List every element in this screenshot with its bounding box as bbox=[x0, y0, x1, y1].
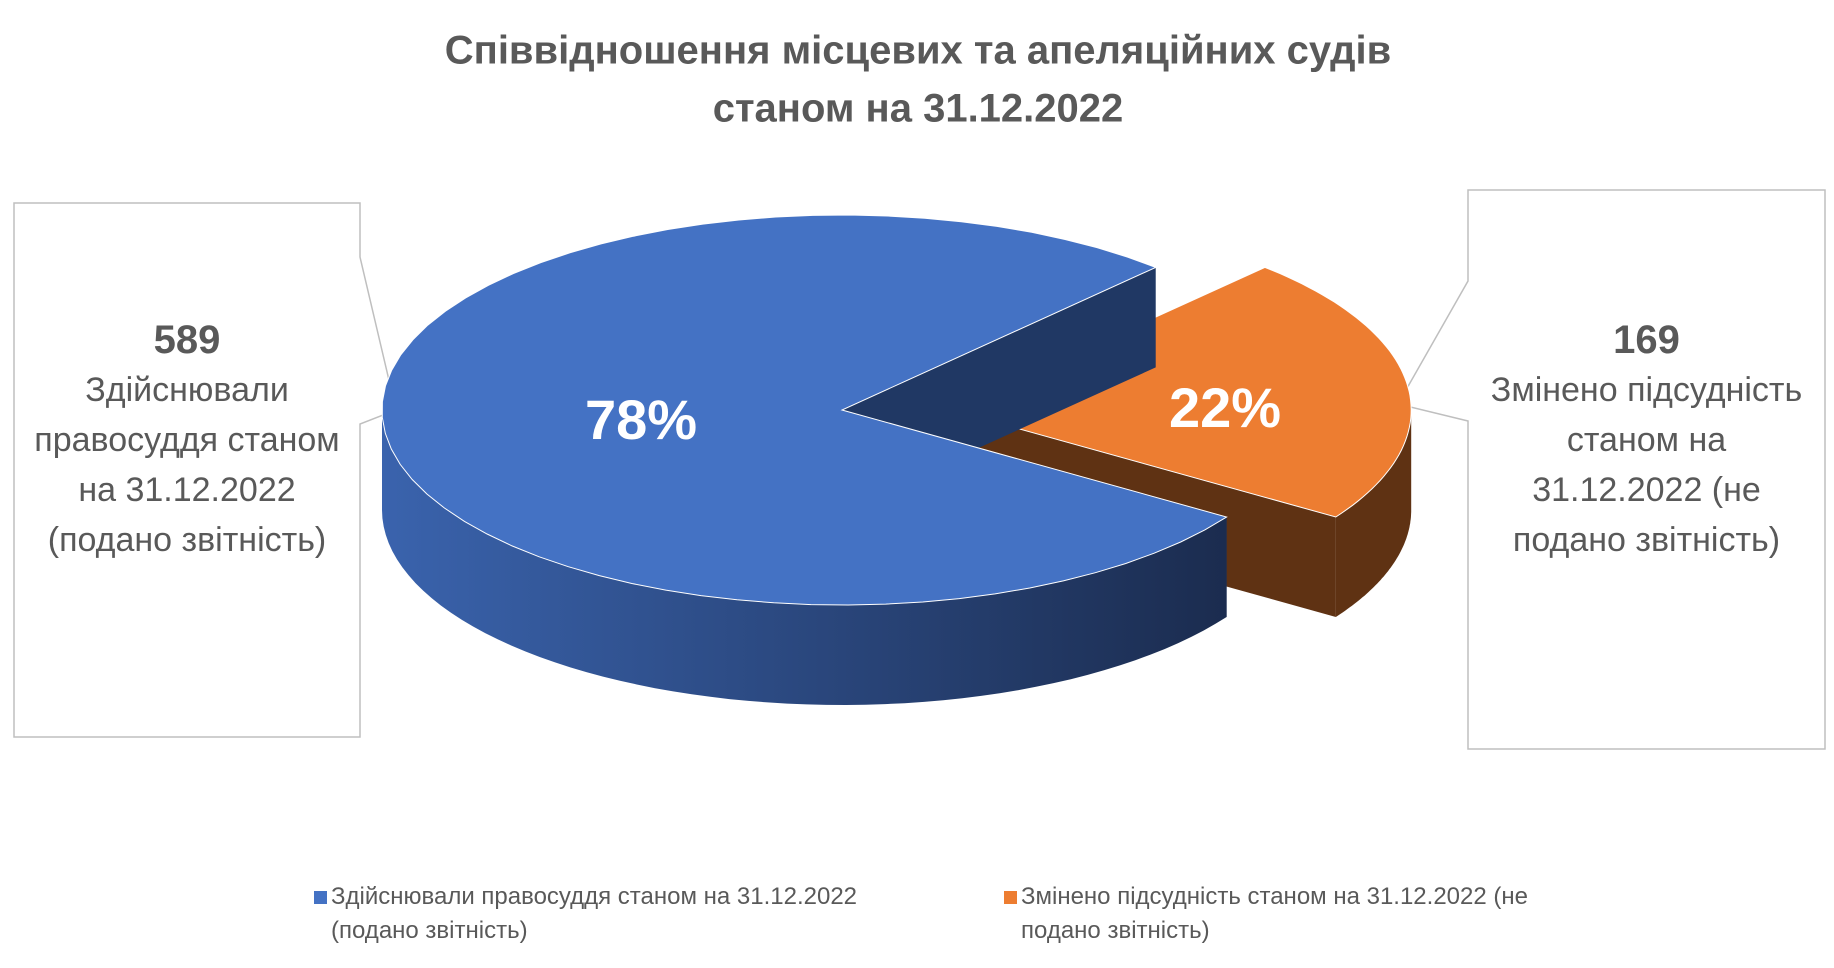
callout-label: Змінено підсудність станом на 31.12.2022… bbox=[1490, 371, 1803, 559]
legend-swatch bbox=[314, 891, 327, 904]
callout: 169 Змінено підсудність станом на 31.12.… bbox=[1478, 315, 1815, 565]
chart-title: станом на 31.12.2022 bbox=[713, 87, 1124, 131]
callout-value: 169 bbox=[1613, 318, 1680, 362]
data-label: 78% bbox=[585, 388, 697, 451]
callout-box bbox=[1396, 189, 1826, 750]
callout-value: 589 bbox=[153, 318, 221, 362]
slice-side bbox=[382, 410, 1227, 705]
pie: 78% 22% bbox=[381, 214, 1412, 705]
callout-label: Здійснювали правосуддя станом на 31.12.2… bbox=[34, 371, 340, 559]
slice-side bbox=[1335, 410, 1412, 617]
callout-box bbox=[13, 202, 397, 738]
legend-label: Змінено підсудність станом на 31.12.2022… bbox=[1021, 883, 1528, 944]
data-label: 22% bbox=[1169, 376, 1281, 439]
chart-title: Співвідношення місцевих та апеляційних с… bbox=[445, 29, 1391, 73]
callout: 589 Здійснювали правосуддя станом на 31.… bbox=[24, 315, 350, 565]
legend-swatch bbox=[1004, 891, 1017, 904]
slice bbox=[381, 214, 1228, 606]
slice bbox=[949, 266, 1412, 518]
legend-label: Здійснювали правосуддя станом на 31.12.2… bbox=[331, 883, 858, 944]
